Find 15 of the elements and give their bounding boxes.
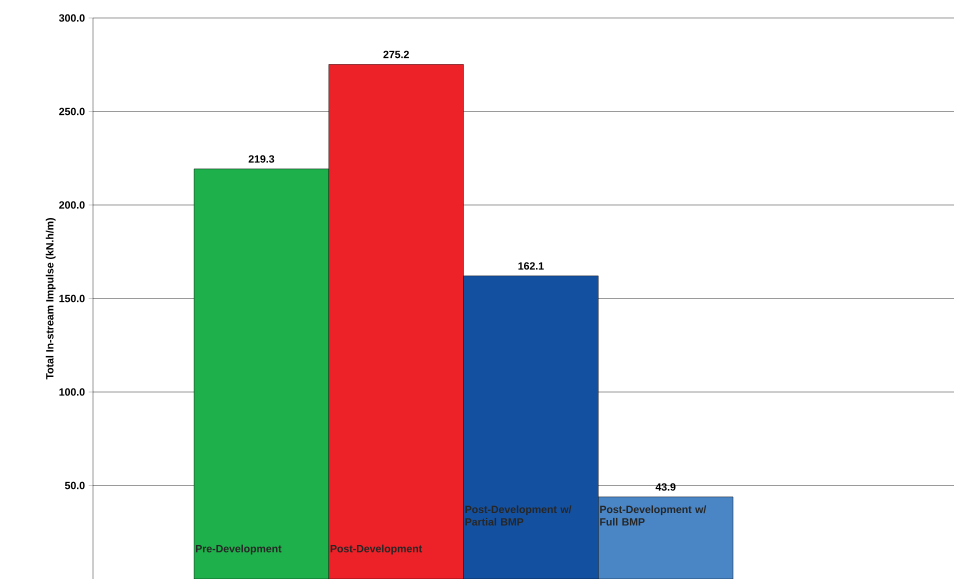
x-tick-label: Post-Development w/ Partial BMP — [465, 505, 572, 526]
data-label: 43.9 — [656, 483, 676, 491]
y-tick-label: 300.0 — [59, 14, 85, 22]
y-tick-label: 100.0 — [59, 388, 85, 396]
y-tick-label: 200.0 — [59, 201, 85, 209]
y-tick-label: 150.0 — [59, 294, 85, 302]
x-tick-label: Post-Development — [330, 544, 422, 554]
data-label: 219.3 — [248, 155, 274, 163]
data-label: 162.1 — [518, 262, 544, 270]
y-tick-label: 50.0 — [64, 482, 85, 490]
y-tick-label: 250.0 — [59, 108, 85, 116]
x-tick-label: Post-Development w/ Full BMP — [600, 505, 706, 526]
y-axis-title: Total In-stream Impulse (kN.h/m) — [46, 218, 56, 380]
x-tick-label: Pre-Development — [196, 544, 282, 554]
data-label: 275.2 — [383, 50, 409, 58]
